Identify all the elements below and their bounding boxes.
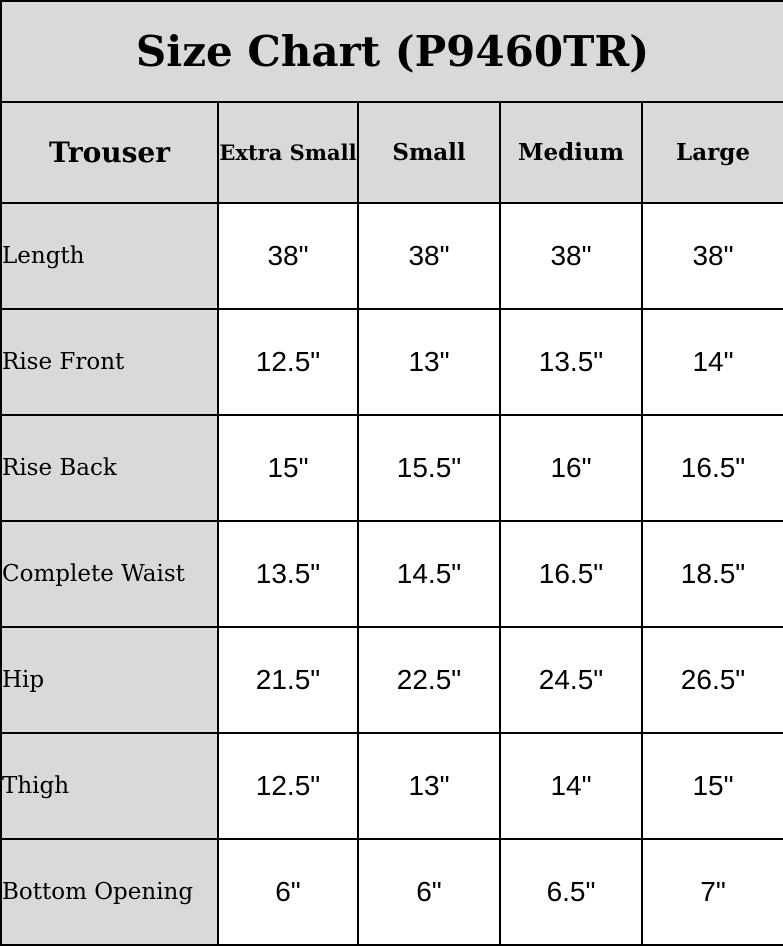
size-value-cell: 18.5" bbox=[640, 520, 783, 628]
size-value-cell: 6" bbox=[357, 838, 501, 946]
corner-header-trouser: Trouser bbox=[0, 101, 219, 204]
row-label: Complete Waist bbox=[0, 520, 219, 628]
size-value-cell: 6.5" bbox=[499, 838, 643, 946]
size-value-cell: 38" bbox=[357, 202, 501, 310]
size-value-cell: 7" bbox=[640, 838, 783, 946]
size-value-cell: 13" bbox=[357, 732, 501, 840]
size-value-cell: 24.5" bbox=[499, 626, 643, 734]
size-value-cell: 13" bbox=[357, 308, 501, 416]
size-value-cell: 38" bbox=[499, 202, 643, 310]
column-header-row: Trouser Extra Small Small Medium Large bbox=[0, 101, 783, 204]
column-header-medium: Medium bbox=[499, 101, 643, 204]
size-value-cell: 14" bbox=[640, 308, 783, 416]
table-row-length: Length 38" 38" 38" 38" bbox=[0, 202, 783, 310]
size-value-cell: 15.5" bbox=[357, 414, 501, 522]
size-value-cell: 22.5" bbox=[357, 626, 501, 734]
size-value-cell: 38" bbox=[217, 202, 359, 310]
row-label: Thigh bbox=[0, 732, 219, 840]
row-label: Rise Back bbox=[0, 414, 219, 522]
size-value-cell: 14.5" bbox=[357, 520, 501, 628]
column-header-extra-small: Extra Small bbox=[217, 101, 359, 204]
table-row-rise-front: Rise Front 12.5" 13" 13.5" 14" bbox=[0, 308, 783, 416]
size-value-cell: 12.5" bbox=[217, 308, 359, 416]
row-label: Rise Front bbox=[0, 308, 219, 416]
column-header-small: Small bbox=[357, 101, 501, 204]
chart-title: Size Chart (P9460TR) bbox=[0, 0, 783, 103]
size-value-cell: 13.5" bbox=[217, 520, 359, 628]
size-value-cell: 15" bbox=[640, 732, 783, 840]
table-row-rise-back: Rise Back 15" 15.5" 16" 16.5" bbox=[0, 414, 783, 522]
table-row-hip: Hip 21.5" 22.5" 24.5" 26.5" bbox=[0, 626, 783, 734]
row-label: Length bbox=[0, 202, 219, 310]
size-value-cell: 16" bbox=[499, 414, 643, 522]
size-value-cell: 15" bbox=[217, 414, 359, 522]
size-value-cell: 14" bbox=[499, 732, 643, 840]
table-row-bottom-opening: Bottom Opening 6" 6" 6.5" 7" bbox=[0, 838, 783, 946]
table-row-complete-waist: Complete Waist 13.5" 14.5" 16.5" 18.5" bbox=[0, 520, 783, 628]
size-value-cell: 21.5" bbox=[217, 626, 359, 734]
column-header-large: Large bbox=[640, 101, 783, 204]
title-row: Size Chart (P9460TR) bbox=[0, 0, 783, 103]
size-value-cell: 12.5" bbox=[217, 732, 359, 840]
size-value-cell: 6" bbox=[217, 838, 359, 946]
size-value-cell: 16.5" bbox=[640, 414, 783, 522]
size-value-cell: 13.5" bbox=[499, 308, 643, 416]
table-row-thigh: Thigh 12.5" 13" 14" 15" bbox=[0, 732, 783, 840]
size-value-cell: 26.5" bbox=[640, 626, 783, 734]
size-value-cell: 38" bbox=[640, 202, 783, 310]
row-label: Hip bbox=[0, 626, 219, 734]
size-value-cell: 16.5" bbox=[499, 520, 643, 628]
row-label: Bottom Opening bbox=[0, 838, 219, 946]
